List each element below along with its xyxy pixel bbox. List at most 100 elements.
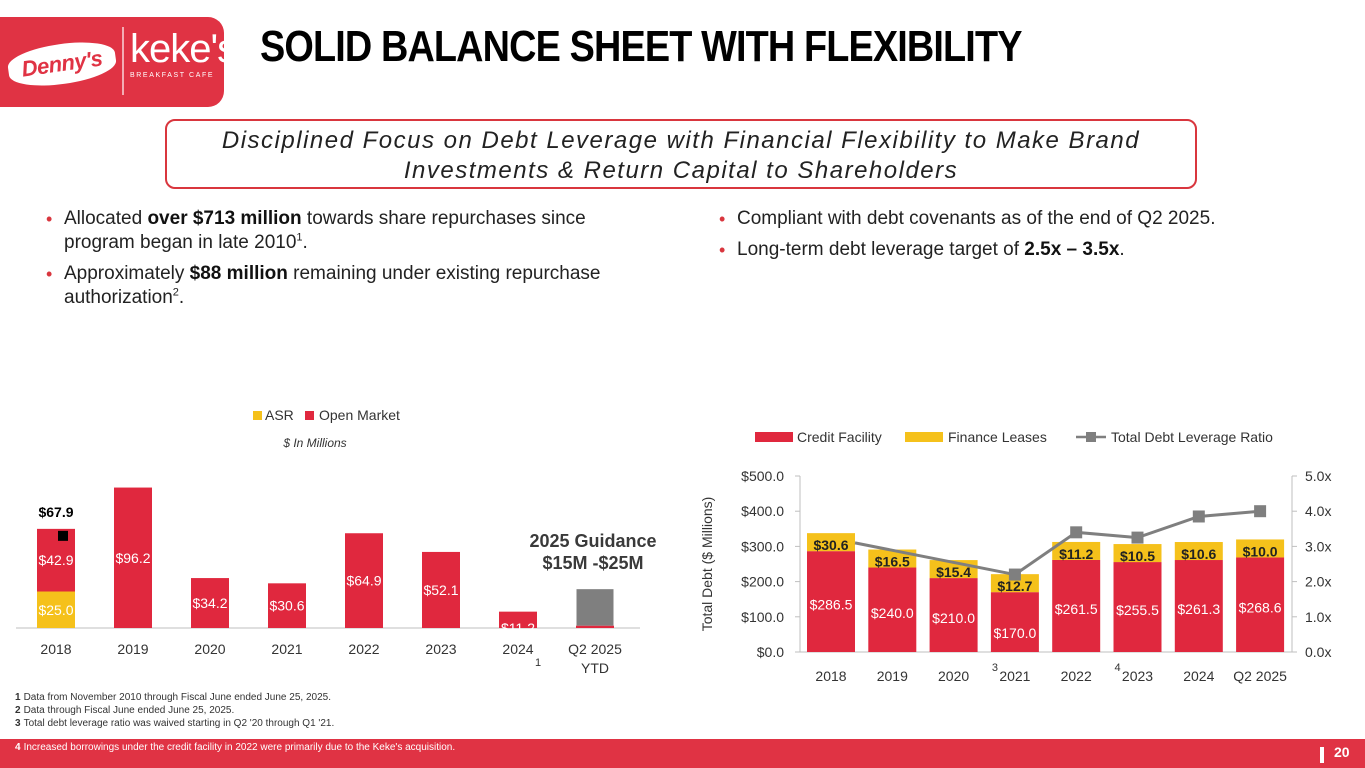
bar-label-finance-leases: $30.6	[813, 537, 848, 553]
footnote-1: 1 Data from November 2010 through Fiscal …	[15, 691, 334, 704]
footnote-ref: 2	[172, 286, 179, 299]
bar-label-open-market: $34.2	[192, 595, 227, 611]
y2-tick-label: 1.0x	[1305, 609, 1331, 625]
y-tick-label: $0.0	[757, 644, 784, 660]
bullet-text: .	[178, 287, 185, 308]
bullet-text: Allocated	[64, 208, 148, 229]
left-bullet-1: Allocated over $713 million towards shar…	[46, 207, 646, 255]
bullet-highlight: $88 million	[189, 263, 288, 284]
total-marker	[58, 530, 68, 541]
bar-label-open-market: $42.9	[38, 552, 73, 568]
bar-label-open-market: $64.9	[346, 573, 381, 589]
y-axis-title: Total Debt ($ Millions)	[700, 497, 715, 632]
page-number: 20	[1334, 744, 1350, 760]
bar-asr	[37, 591, 75, 628]
footnote-text: Data from November 2010 through Fiscal J…	[23, 692, 331, 703]
kekes-logo: keke's BREAKFAST CAFE	[130, 27, 237, 79]
bar-credit-facility	[929, 578, 978, 652]
y2-tick-label: 5.0x	[1305, 468, 1331, 484]
footnote-marker: 4	[1114, 662, 1120, 674]
bar-credit-facility	[1174, 560, 1223, 652]
logo-divider	[122, 27, 124, 95]
category-label: 2024	[1183, 668, 1214, 684]
category-label: 2020	[194, 641, 225, 657]
category-label: 2023	[1122, 668, 1153, 684]
category-label: YTD	[581, 660, 609, 676]
bar-label-finance-leases: $10.0	[1243, 543, 1278, 559]
category-label: 2018	[40, 641, 71, 657]
bar-guidance	[576, 589, 614, 626]
bar-label-finance-leases: $10.5	[1120, 548, 1155, 564]
leverage-point	[1070, 526, 1083, 539]
guidance-callout: 2025 Guidance $15M -$25M	[518, 530, 668, 574]
banner-line-1: Disciplined Focus on Debt Leverage with …	[221, 127, 1141, 154]
guidance-line-1: 2025 Guidance	[529, 531, 657, 551]
y2-tick-label: 0.0x	[1305, 644, 1331, 660]
legend-swatch-finance-leases	[905, 432, 943, 442]
page-title: SOLID BALANCE SHEET WITH FLEXIBILITY	[260, 22, 1022, 71]
bar-label-open-market: $30.6	[269, 598, 304, 614]
bullet-text: Approximately	[64, 263, 190, 284]
bar-credit-facility	[1236, 557, 1285, 652]
bullet-text: .	[302, 232, 308, 253]
bar-label-credit-facility: $261.3	[1177, 601, 1220, 617]
legend-swatch-open-market	[305, 411, 314, 420]
y-tick-label: $500.0	[741, 468, 784, 484]
legend-swatch-credit-facility	[755, 432, 793, 442]
bar-open-market	[268, 583, 306, 628]
category-label: 2019	[117, 641, 148, 657]
bullet-text: Compliant with debt covenants as of the …	[737, 208, 1216, 229]
category-label: 2022	[1061, 668, 1092, 684]
bar-open-market	[422, 551, 460, 628]
legend-label-credit-facility: Credit Facility	[797, 429, 882, 445]
bar-label-finance-leases: $16.5	[875, 554, 910, 570]
bullet-text: towards share repurchases since program …	[64, 208, 586, 253]
bullet-highlight: over $713 million	[147, 208, 302, 229]
footnote-marker: 1	[535, 657, 541, 669]
bullet-list-right: Compliant with debt covenants as of the …	[719, 207, 1319, 269]
bar-label-credit-facility: $170.0	[993, 625, 1036, 641]
bar-label-credit-facility: $286.5	[810, 597, 853, 613]
dennys-logo: Denny's	[5, 36, 119, 92]
category-label: 2024	[502, 641, 533, 657]
footnote-2: 2 Data through Fiscal June ended June 25,…	[15, 704, 334, 717]
bar-label-credit-facility: $240.0	[871, 605, 914, 621]
category-label: 2022	[348, 641, 379, 657]
footnote-number: 3	[15, 718, 21, 729]
category-label: 2020	[938, 668, 969, 684]
footnote-3: 3 Total debt leverage ratio was waived st…	[15, 717, 334, 730]
bullet-list-left: Allocated over $713 million towards shar…	[46, 207, 646, 317]
bullet-text: remaining under existing repurchase auth…	[64, 263, 601, 308]
bar-label-finance-leases: $10.6	[1181, 546, 1216, 562]
bar-open-market	[114, 487, 152, 628]
bar-label-open-market: $1.6	[581, 627, 608, 643]
footnote-number: 1	[15, 692, 21, 703]
category-label: Q2 2025	[1233, 668, 1287, 684]
logo-panel: Denny's keke's BREAKFAST CAFE	[0, 17, 237, 107]
total-debt-chart: Credit Facility Finance Leases Total Debt …	[700, 429, 1331, 684]
bar-credit-facility	[1052, 559, 1101, 652]
page-marker	[1320, 747, 1324, 763]
footnotes: 1 Data from November 2010 through Fiscal …	[15, 691, 334, 730]
legend-marker-leverage	[1086, 432, 1096, 442]
y2-tick-label: 2.0x	[1305, 574, 1331, 590]
bar-finance-leases	[807, 533, 855, 552]
bar-label-open-market: $96.2	[115, 550, 150, 566]
legend-label-finance-leases: Finance Leases	[948, 429, 1047, 445]
y-tick-label: $300.0	[741, 538, 784, 554]
category-label: 2019	[877, 668, 908, 684]
y-tick-label: $100.0	[741, 609, 784, 625]
y2-tick-label: 3.0x	[1305, 538, 1331, 554]
bar-credit-facility	[807, 551, 855, 652]
bar-finance-leases	[1236, 539, 1285, 558]
bar-finance-leases	[990, 574, 1039, 593]
bar-label-asr: $25.0	[38, 602, 73, 618]
category-label: 2021	[999, 668, 1030, 684]
footnote-number: 4	[15, 742, 21, 753]
footnote-number: 2	[15, 705, 21, 716]
y-tick-label: $200.0	[741, 574, 784, 590]
bar-open-market	[499, 611, 537, 628]
banner-line-2: Investments & Return Capital to Sharehol…	[403, 157, 959, 184]
share-repurchase-chart: ASR Open Market $ In Millions $25.0 $42.9 $67…	[16, 407, 640, 676]
leverage-point	[1131, 531, 1144, 544]
